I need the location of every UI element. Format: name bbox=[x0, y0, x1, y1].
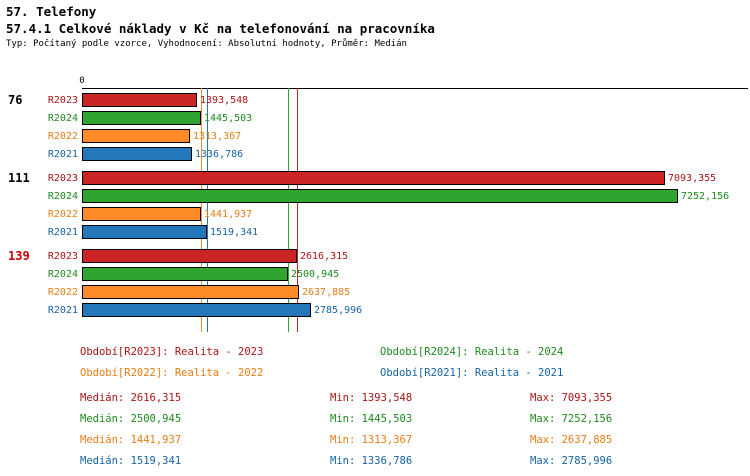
stats-table: Medián: 2616,315 Min: 1393,548 Max: 7093,3… bbox=[80, 392, 612, 467]
series-label: R2023 bbox=[47, 172, 78, 184]
stat-min-R2024: Min: 1445,503 bbox=[330, 413, 413, 425]
bar-groups: 76 R2023 1393,548 R2024 1445,503 R2022 1313,36… bbox=[0, 88, 750, 319]
stat-max-R2022: Max: 2637,885 bbox=[530, 434, 613, 446]
bar-group-139: 139 R2023 2616,315 R2024 2500,945 R2022 2637,8… bbox=[0, 247, 750, 319]
legend-item-R2022: Období[R2022]: Realita - 2022 bbox=[80, 367, 264, 379]
bar-row: R2021 2785,996 bbox=[0, 301, 750, 319]
series-label: R2021 bbox=[47, 148, 78, 160]
x-axis-zero-label: 0 bbox=[79, 76, 85, 86]
bar-R2022 bbox=[82, 129, 190, 143]
stat-max-R2024: Max: 7252,156 bbox=[530, 413, 613, 425]
bar-R2024 bbox=[82, 189, 678, 203]
bar-R2023 bbox=[82, 93, 197, 107]
bar-value: 7093,355 bbox=[668, 172, 717, 184]
bar-group-111: 111 R2023 7093,355 R2024 7252,156 R2022 1441,9… bbox=[0, 169, 750, 241]
median-line-R2023 bbox=[297, 88, 298, 332]
stat-median-R2024: Medián: 2500,945 bbox=[80, 413, 182, 425]
stat-min-R2023: Min: 1393,548 bbox=[330, 392, 413, 404]
bar-value: 2500,945 bbox=[291, 268, 340, 280]
bar-value: 1313,367 bbox=[193, 130, 242, 142]
group-label: 139 bbox=[8, 249, 30, 263]
report-meta: Typ: Počítaný podle vzorce, Vyhodnocení:… bbox=[6, 39, 407, 49]
stat-median-R2023: Medián: 2616,315 bbox=[80, 392, 182, 404]
bar-value: 1336,786 bbox=[195, 148, 244, 160]
bar-row: R2024 2500,945 bbox=[0, 265, 750, 283]
series-label: R2023 bbox=[47, 250, 78, 262]
stat-max-R2023: Max: 7093,355 bbox=[530, 392, 613, 404]
stat-max-R2021: Max: 2785,996 bbox=[530, 455, 613, 467]
report-subtitle: 57.4.1 Celkové náklady v Kč na telefonov… bbox=[6, 21, 435, 36]
bar-value: 1393,548 bbox=[200, 94, 249, 106]
bar-row: R2021 1519,341 bbox=[0, 223, 750, 241]
group-label: 111 bbox=[8, 171, 30, 185]
bar-value: 1441,937 bbox=[204, 208, 253, 220]
series-label: R2023 bbox=[47, 94, 78, 106]
median-line-R2024 bbox=[288, 88, 289, 332]
bar-row: R2022 2637,885 bbox=[0, 283, 750, 301]
x-axis-line bbox=[82, 88, 748, 89]
bar-value: 1445,503 bbox=[204, 112, 253, 124]
bar-R2022 bbox=[82, 207, 201, 221]
bar-R2022 bbox=[82, 285, 299, 299]
bar-value: 7252,156 bbox=[681, 190, 730, 202]
bar-R2021 bbox=[82, 225, 207, 239]
report-title: 57. Telefony bbox=[6, 4, 97, 19]
bar-row: R2023 7093,355 bbox=[0, 169, 750, 187]
bar-R2021 bbox=[82, 147, 192, 161]
stat-median-R2022: Medián: 1441,937 bbox=[80, 434, 182, 446]
bar-value: 2785,996 bbox=[314, 304, 363, 316]
bar-row: R2022 1313,367 bbox=[0, 127, 750, 145]
median-line-R2022 bbox=[201, 88, 202, 332]
series-label: R2021 bbox=[47, 304, 78, 316]
stat-min-R2022: Min: 1313,367 bbox=[330, 434, 413, 446]
series-label: R2024 bbox=[47, 112, 78, 124]
bar-R2023 bbox=[82, 249, 297, 263]
bar-row: R2021 1336,786 bbox=[0, 145, 750, 163]
stat-min-R2021: Min: 1336,786 bbox=[330, 455, 413, 467]
bar-value: 2616,315 bbox=[300, 250, 349, 262]
bar-R2024 bbox=[82, 111, 201, 125]
bar-group-76: 76 R2023 1393,548 R2024 1445,503 R2022 1313,36… bbox=[0, 91, 750, 163]
series-label: R2021 bbox=[47, 226, 78, 238]
bar-row: R2024 7252,156 bbox=[0, 187, 750, 205]
bar-R2023 bbox=[82, 171, 665, 185]
legend: Období[R2023]: Realita - 2023 Období[R202… bbox=[80, 346, 563, 379]
median-line-R2021 bbox=[207, 88, 208, 332]
legend-item-R2024: Období[R2024]: Realita - 2024 bbox=[380, 346, 564, 358]
bar-row: R2024 1445,503 bbox=[0, 109, 750, 127]
bar-row: R2023 2616,315 bbox=[0, 247, 750, 265]
series-label: R2022 bbox=[47, 208, 78, 220]
series-label: R2022 bbox=[47, 286, 78, 298]
bar-value: 1519,341 bbox=[210, 226, 259, 238]
stat-median-R2021: Medián: 1519,341 bbox=[80, 455, 182, 467]
bar-row: R2023 1393,548 bbox=[0, 91, 750, 109]
series-label: R2024 bbox=[47, 190, 78, 202]
bar-R2021 bbox=[82, 303, 311, 317]
group-label: 76 bbox=[8, 93, 23, 107]
legend-item-R2021: Období[R2021]: Realita - 2021 bbox=[380, 367, 564, 379]
bar-R2024 bbox=[82, 267, 288, 281]
median-lines bbox=[0, 88, 750, 332]
series-label: R2024 bbox=[47, 268, 78, 280]
bar-value: 2637,885 bbox=[302, 286, 351, 298]
legend-item-R2023: Období[R2023]: Realita - 2023 bbox=[80, 346, 264, 358]
plot-area: 0 76 R2023 1393,548 R2024 1445,503 R2022 1313,… bbox=[0, 76, 750, 332]
series-label: R2022 bbox=[47, 130, 78, 142]
bar-row: R2022 1441,937 bbox=[0, 205, 750, 223]
